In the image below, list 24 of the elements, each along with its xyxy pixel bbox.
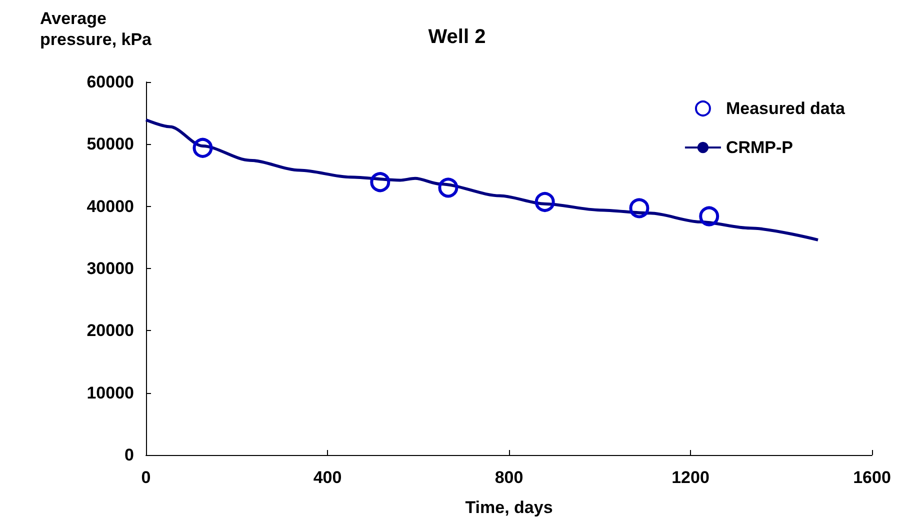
point [192, 138, 213, 158]
y-tick-label: 40000 [86, 196, 134, 216]
y-tick-label: 20000 [86, 321, 134, 340]
x-tick-label: 1600 [853, 468, 891, 487]
line-series [144, 118, 820, 242]
y-tick-label: 30000 [86, 259, 134, 278]
y-tick-label: 10000 [86, 383, 134, 402]
y-tick-label: 0 [124, 446, 134, 464]
y-axis-title: Average pressure, kPa [40, 9, 152, 49]
x-tick-label: 800 [494, 468, 524, 487]
x-tick-label: 0 [141, 468, 151, 487]
legend-label: Measured data [726, 99, 846, 118]
point [629, 198, 650, 218]
point [699, 206, 720, 226]
legend-label: CRMP-P [726, 138, 794, 157]
x-tick-label: 400 [313, 468, 342, 487]
point [438, 178, 458, 198]
x-axis-title: Time, days [465, 498, 553, 517]
point [534, 192, 555, 212]
y-tick-label: 60000 [86, 72, 134, 92]
y-tick-label: 50000 [86, 134, 134, 154]
chart-title: Well 2 [428, 26, 486, 48]
point [370, 172, 390, 192]
x-tick-label: 1200 [672, 468, 710, 487]
